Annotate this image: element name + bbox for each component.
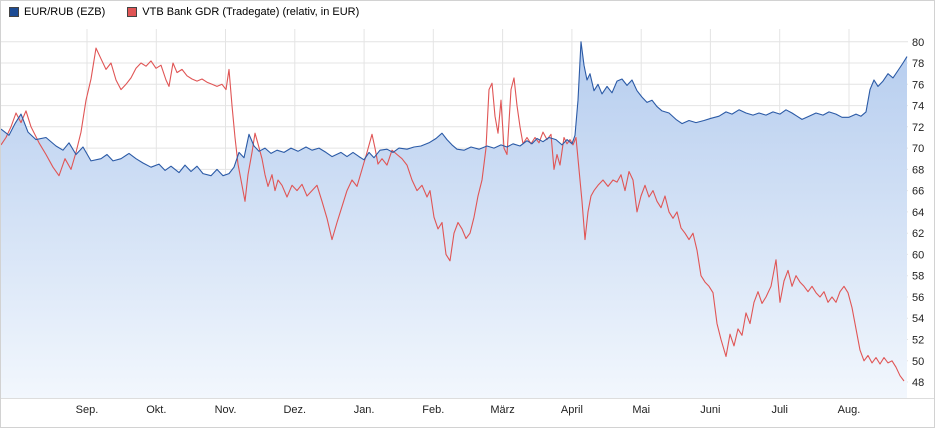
y-axis-tick-label: 48	[912, 377, 924, 389]
x-axis-month-label: Okt.	[146, 404, 166, 416]
x-axis-month-label: Juli	[771, 404, 788, 416]
y-axis-tick-label: 80	[912, 37, 924, 49]
y-axis-tick-label: 66	[912, 186, 924, 198]
chart-legend: EUR/RUB (EZB) VTB Bank GDR (Tradegate) (…	[9, 6, 359, 18]
x-axis-month-label: Sep.	[76, 404, 99, 416]
series-line-vtb	[1, 47, 905, 382]
x-axis-month-label: März	[490, 404, 514, 416]
y-axis-tick-label: 70	[912, 143, 924, 155]
legend-label-eurrub: EUR/RUB (EZB)	[24, 6, 106, 18]
y-axis-tick-label: 62	[912, 228, 924, 240]
y-axis-tick-label: 60	[912, 249, 924, 261]
y-axis-tick-label: 64	[912, 207, 924, 219]
x-axis-month-label: Mai	[632, 404, 650, 416]
series-line-eurrub	[1, 41, 908, 177]
x-axis-month-label: Feb.	[422, 404, 444, 416]
x-axis-month-label: Nov.	[215, 404, 237, 416]
x-axis-month-label: April	[561, 404, 583, 416]
series-area-eurrub	[1, 41, 907, 399]
y-axis-tick-label: 72	[912, 122, 924, 134]
legend-swatch-eurrub	[9, 7, 19, 17]
legend-item-vtb: VTB Bank GDR (Tradegate) (relativ, in EU…	[127, 6, 359, 18]
x-axis-month-label: Aug.	[838, 404, 861, 416]
legend-label-vtb: VTB Bank GDR (Tradegate) (relativ, in EU…	[142, 6, 360, 18]
y-axis-tick-label: 52	[912, 335, 924, 347]
x-axis-month-label: Juni	[700, 404, 720, 416]
y-axis-tick-label: 58	[912, 271, 924, 283]
y-axis-tick-label: 54	[912, 313, 924, 325]
x-axis-month-label: Dez.	[283, 404, 306, 416]
x-axis-month-label: Jan.	[354, 404, 375, 416]
legend-swatch-vtb	[127, 7, 138, 17]
y-axis-tick-label: 78	[912, 58, 924, 70]
legend-item-eurrub: EUR/RUB (EZB)	[9, 6, 105, 18]
y-axis-tick-label: 50	[912, 356, 924, 368]
y-axis-tick-label: 74	[912, 101, 924, 113]
y-axis-tick-label: 68	[912, 164, 924, 176]
y-axis-tick-label: 76	[912, 79, 924, 91]
y-axis-tick-label: 56	[912, 292, 924, 304]
